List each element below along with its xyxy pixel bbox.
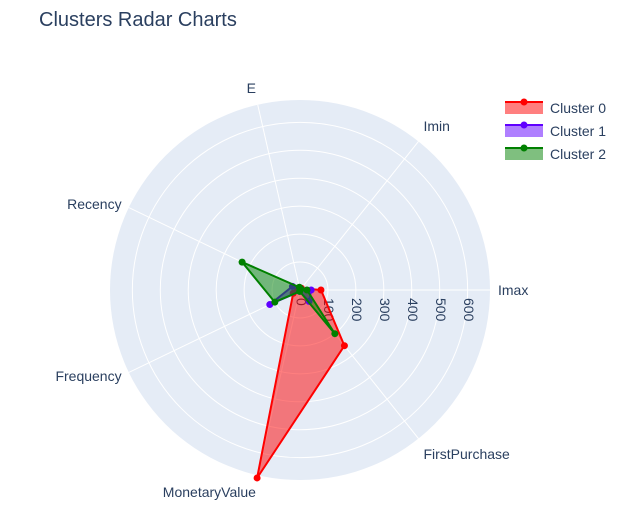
legend-label: Cluster 2 [550,146,606,162]
radial-tick-label: 400 [405,298,421,322]
legend-marker [521,99,528,106]
legend-label: Cluster 1 [550,123,606,139]
series-marker [254,474,261,481]
angular-axis-label: FirstPurchase [423,446,510,462]
radial-tick-label: 300 [377,298,393,322]
legend-marker [521,145,528,152]
series-marker [239,259,246,266]
angular-axis-label: MonetaryValue [163,484,256,500]
angular-axis-label: Imax [498,282,528,298]
angular-axis-label: Recency [67,196,121,212]
legend-item[interactable]: Cluster 1 [505,122,606,140]
legend-item[interactable]: Cluster 0 [505,99,606,117]
series-marker [341,342,348,349]
angular-axis-label: Imin [423,118,449,134]
series-marker [331,330,338,337]
series-marker [296,288,303,295]
legend-item[interactable]: Cluster 2 [505,145,606,163]
radial-tick-label: 500 [433,298,449,322]
series-marker [271,299,278,306]
legend-label: Cluster 0 [550,100,606,116]
angular-axis-label: E [247,80,256,96]
chart-title: Clusters Radar Charts [39,9,237,31]
radial-tick-label: 600 [461,298,477,322]
series-marker [303,287,310,294]
legend[interactable]: Cluster 0 Cluster 1 Cluster 2 [505,99,606,163]
legend-marker [521,122,528,129]
series-marker [317,287,324,294]
angular-axis-label: Frequency [55,368,121,384]
radial-tick-label: 200 [349,298,365,322]
